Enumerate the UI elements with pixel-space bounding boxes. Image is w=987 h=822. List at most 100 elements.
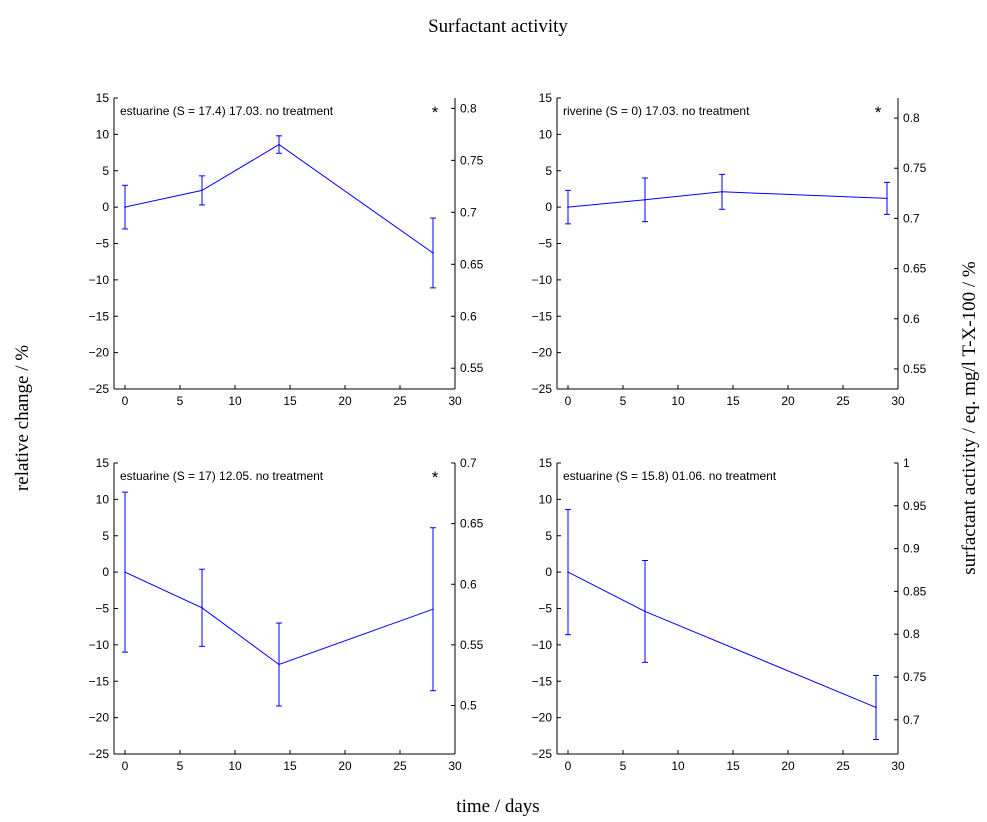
y2-tick-label: 0.9	[903, 542, 920, 556]
y-tick-label: 0	[102, 565, 109, 579]
subplots: 0 5 10 15 20 25 30−25−20−15−10−50510150.550.60…	[89, 91, 927, 773]
x-axis-label: time / days	[456, 796, 539, 817]
x-tick-label: 30	[891, 394, 905, 408]
series-line	[124, 571, 434, 666]
x-tick-label: 25	[836, 759, 850, 773]
data-point	[278, 143, 280, 146]
figure-title: Surfactant activity	[428, 16, 568, 37]
y-tick-label: 10	[96, 492, 110, 506]
y2-tick-label: 0.75	[903, 670, 927, 684]
y-tick-label: −10	[89, 638, 110, 652]
data-point	[644, 610, 646, 613]
y-tick-label: 10	[539, 127, 553, 141]
x-tick-label: 0	[122, 759, 129, 773]
x-tick-label: 30	[448, 759, 462, 773]
y2-tick-label: 0.65	[903, 262, 927, 276]
y-tick-label: 5	[102, 529, 109, 543]
x-tick-label: 15	[283, 759, 297, 773]
y2-tick-label: 0.55	[460, 361, 484, 375]
subplot: 0 5 10 15 20 25 30 −25 −20 −15 −10 −5 0 5 10 15 0.5 0.55 0…	[89, 456, 484, 773]
y-tick-label: 10	[539, 492, 553, 506]
x-tick-label: 15	[283, 394, 297, 408]
y-tick-label: −15	[532, 309, 553, 323]
y-tick-label: 5	[545, 164, 552, 178]
x-tick-label: 0	[122, 394, 129, 408]
series-line	[567, 571, 877, 708]
data-point	[124, 206, 126, 208]
x-tick-label: 25	[836, 394, 850, 408]
x-tick-label: 10	[228, 759, 242, 773]
y2-tick-label: 0.85	[903, 584, 927, 598]
x-tick-label: 10	[671, 759, 685, 773]
x-tick-label: 10	[228, 394, 242, 408]
y-tick-label: −15	[89, 674, 110, 688]
y-tick-label: −5	[95, 602, 109, 616]
subplot-title: estuarine (S = 17.4) 17.03. no treatment	[120, 104, 334, 118]
data-point	[886, 197, 888, 200]
y2-tick-label: 0.55	[460, 638, 484, 652]
y2-tick-label: 0.7	[903, 211, 920, 225]
data-point	[567, 206, 569, 208]
y2-tick-label: 0.8	[460, 101, 477, 115]
y-tick-label: −10	[532, 638, 553, 652]
data-point	[432, 252, 434, 254]
y-tick-label: 0	[545, 200, 552, 214]
y-tick-label: −25	[532, 382, 553, 396]
data-point	[875, 706, 877, 709]
data-point	[644, 199, 646, 201]
y2-tick-label: 0.7	[903, 713, 920, 727]
data-point	[278, 663, 280, 666]
y2-tick-label: 1	[903, 456, 910, 470]
significance-marker: *	[875, 103, 882, 122]
subplot-title: riverine (S = 0) 17.03. no treatment	[563, 104, 750, 118]
subplot: 0 5 10 15 20 25 30 −25 −20 −15 −10 −5 0 5 10 15 0.55 0.6 0…	[89, 91, 484, 408]
data-point	[201, 606, 203, 609]
y-tick-label: −5	[95, 237, 109, 251]
data-point	[567, 571, 569, 573]
x-tick-label: 5	[177, 759, 184, 773]
x-tick-label: 20	[781, 394, 795, 408]
x-tick-label: 5	[620, 394, 627, 408]
y-tick-label: −25	[89, 747, 110, 761]
x-tick-label: 30	[891, 759, 905, 773]
y2-tick-label: 0.65	[460, 517, 484, 531]
y-tick-label: −15	[89, 309, 110, 323]
y2-tick-label: 0.95	[903, 499, 927, 513]
y2-tick-label: 0.55	[903, 362, 927, 376]
y-tick-label: 10	[96, 127, 110, 141]
y-tick-label: 0	[102, 200, 109, 214]
y-tick-label: 5	[545, 529, 552, 543]
data-point	[201, 189, 203, 192]
y-tick-label: −20	[532, 711, 553, 725]
subplot-title: estuarine (S = 15.8) 01.06. no treatment	[563, 469, 777, 483]
data-point	[432, 608, 434, 611]
y-tick-label: 0	[545, 565, 552, 579]
significance-marker: *	[432, 468, 439, 487]
y-tick-label: −5	[538, 602, 552, 616]
y-tick-label: 15	[96, 456, 110, 470]
left-y-axis-label: relative change / %	[12, 345, 33, 491]
x-tick-label: 20	[338, 394, 352, 408]
y-tick-label: 5	[102, 164, 109, 178]
y2-tick-label: 0.6	[460, 309, 477, 323]
y2-tick-label: 0.8	[903, 627, 920, 641]
y2-tick-label: 0.5	[460, 699, 477, 713]
y-tick-label: 15	[96, 91, 110, 105]
subplot: 0 5 10 15 20 25 30 −25 −20 −15 −10 −5 0 5 10 15 0.7 0.75 0…	[532, 456, 927, 773]
y-tick-label: −10	[89, 273, 110, 287]
x-tick-label: 0	[565, 759, 572, 773]
x-tick-label: 25	[393, 394, 407, 408]
y2-tick-label: 0.8	[903, 111, 920, 125]
x-tick-label: 5	[177, 394, 184, 408]
x-tick-label: 15	[726, 759, 740, 773]
y-tick-label: −25	[89, 382, 110, 396]
x-tick-label: 0	[565, 394, 572, 408]
x-tick-label: 15	[726, 394, 740, 408]
y2-tick-label: 0.75	[460, 153, 484, 167]
y2-tick-label: 0.7	[460, 205, 477, 219]
y2-tick-label: 0.75	[903, 161, 927, 175]
subplot: 0 5 10 15 20 25 30 −25 −20 −15 −10 −5 0 5 10 15 0.55 0.6 0…	[532, 91, 927, 408]
y-tick-label: −15	[532, 674, 553, 688]
x-tick-label: 20	[338, 759, 352, 773]
